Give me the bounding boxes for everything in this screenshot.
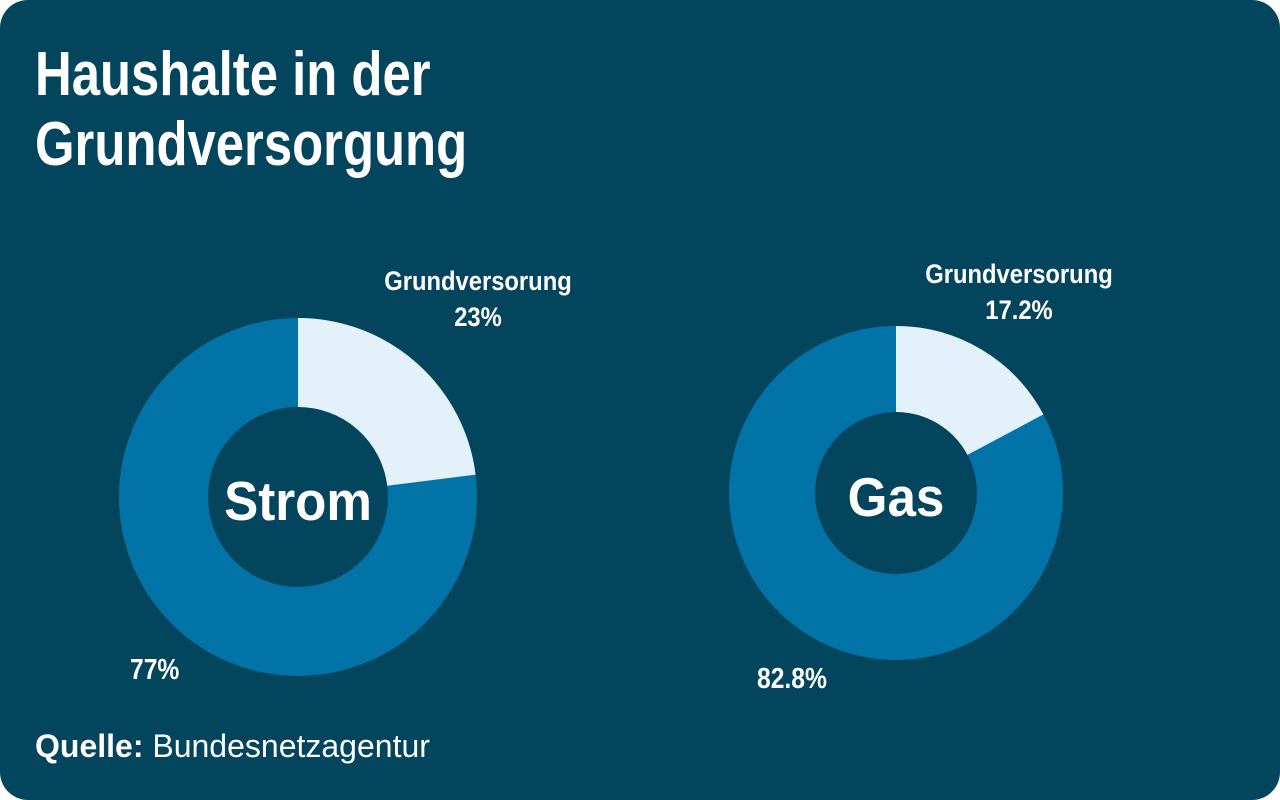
source-line: Quelle: Bundesnetzagentur bbox=[35, 728, 430, 765]
callout-gas: Grundversorung 17.2% bbox=[861, 256, 1178, 328]
callout-gas-value: 17.2% bbox=[985, 295, 1053, 325]
donut-ring-gas bbox=[729, 326, 1063, 660]
remainder-label-gas: 82.8% bbox=[757, 663, 827, 695]
donut-ring-strom bbox=[119, 318, 477, 676]
donut-center-label-strom: Strom bbox=[224, 470, 372, 532]
callout-strom-value: 23% bbox=[454, 302, 502, 332]
callout-gas-label: Grundversorung bbox=[925, 259, 1113, 289]
source-name: Bundesnetzagentur bbox=[152, 728, 430, 764]
callout-strom: Grundversorung 23% bbox=[320, 263, 637, 335]
donut-chart-gas: Gas bbox=[729, 326, 1063, 660]
remainder-label-strom: 77% bbox=[130, 654, 180, 686]
page-title-line-2: Grundversorgung bbox=[35, 110, 468, 179]
donut-center-label-gas: Gas bbox=[847, 466, 945, 528]
donut-chart-strom: Strom bbox=[119, 318, 477, 676]
page-title-line-1: Haushalte in der bbox=[35, 40, 431, 109]
callout-strom-label: Grundversorung bbox=[384, 266, 572, 296]
page-title: Haushalte in der Grundversorgung bbox=[35, 40, 467, 180]
source-label: Quelle: bbox=[35, 728, 144, 764]
